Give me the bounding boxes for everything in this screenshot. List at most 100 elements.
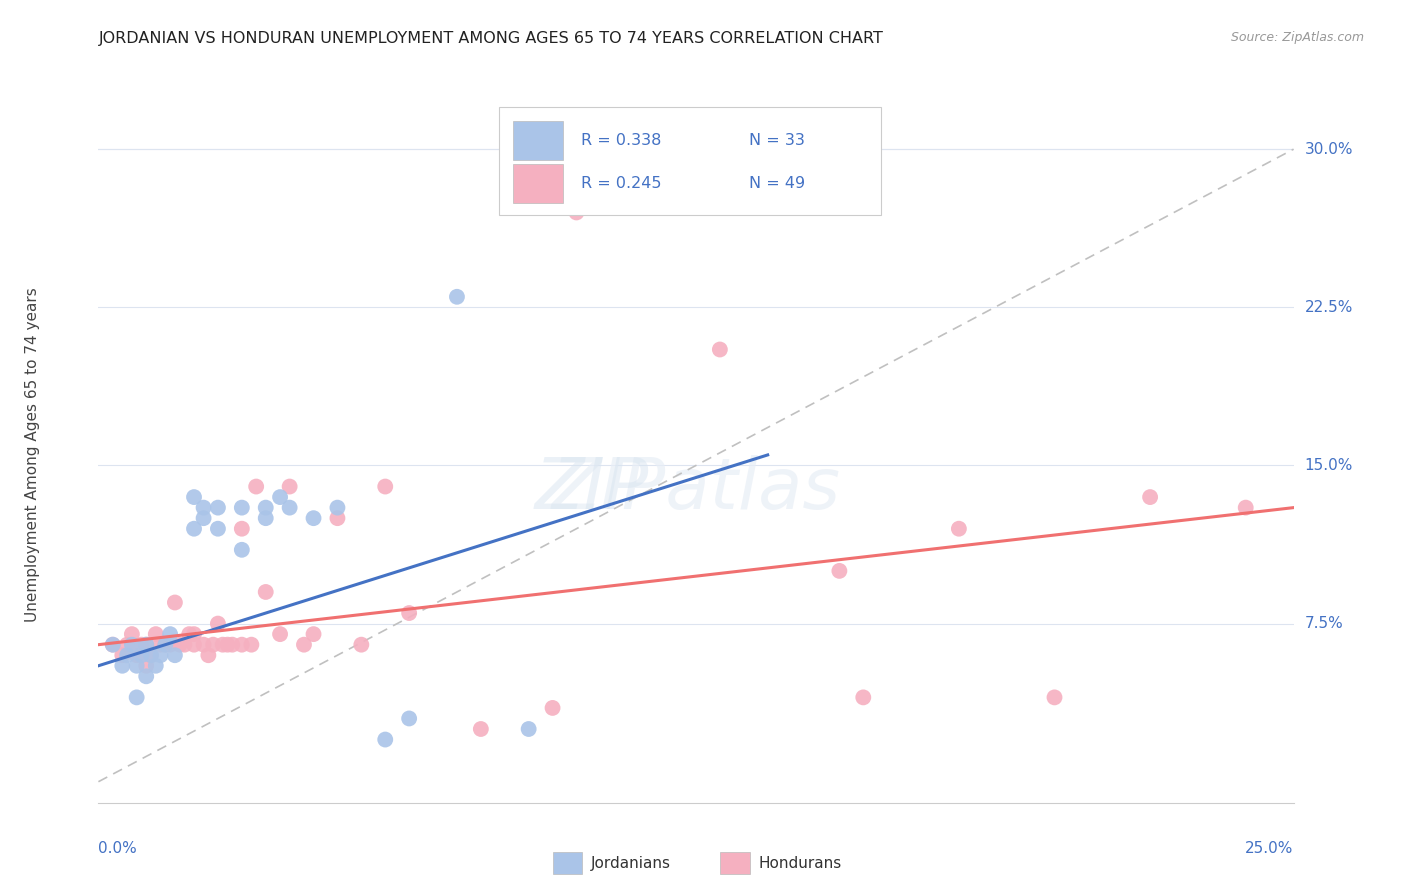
Point xyxy=(231,500,253,515)
Point xyxy=(131,648,153,663)
Point xyxy=(350,638,373,652)
Text: 15.0%: 15.0% xyxy=(1305,458,1353,473)
Point xyxy=(159,627,181,641)
Point xyxy=(149,648,172,663)
FancyBboxPatch shape xyxy=(720,852,749,874)
Text: ZIPatlas: ZIPatlas xyxy=(551,455,841,524)
Text: R = 0.245: R = 0.245 xyxy=(581,176,662,191)
Point xyxy=(139,648,162,663)
Point xyxy=(326,511,349,525)
Point xyxy=(1043,690,1066,705)
Point xyxy=(254,500,277,515)
Point xyxy=(326,500,349,515)
Text: Jordanians: Jordanians xyxy=(591,855,671,871)
Point xyxy=(1139,490,1161,504)
Point xyxy=(292,638,315,652)
Point xyxy=(121,638,143,652)
Point xyxy=(111,648,134,663)
Point xyxy=(565,205,588,219)
Text: Source: ZipAtlas.com: Source: ZipAtlas.com xyxy=(1230,31,1364,45)
Text: JORDANIAN VS HONDURAN UNEMPLOYMENT AMONG AGES 65 TO 74 YEARS CORRELATION CHART: JORDANIAN VS HONDURAN UNEMPLOYMENT AMONG… xyxy=(98,31,883,46)
Point xyxy=(207,616,229,631)
Point xyxy=(115,638,138,652)
FancyBboxPatch shape xyxy=(499,107,882,215)
Point xyxy=(254,511,277,525)
Point xyxy=(302,511,325,525)
Point xyxy=(269,490,291,504)
Point xyxy=(302,627,325,641)
Point xyxy=(135,669,157,683)
Text: ZIP: ZIP xyxy=(534,455,650,524)
Point xyxy=(125,658,148,673)
Point xyxy=(131,638,153,652)
Point xyxy=(828,564,851,578)
Text: Unemployment Among Ages 65 to 74 years: Unemployment Among Ages 65 to 74 years xyxy=(25,287,41,623)
Point xyxy=(183,638,205,652)
Point xyxy=(374,479,396,493)
Point xyxy=(1234,500,1257,515)
Point xyxy=(145,627,167,641)
Point xyxy=(374,732,396,747)
Text: 22.5%: 22.5% xyxy=(1305,300,1353,315)
Point xyxy=(446,290,468,304)
Point xyxy=(269,627,291,641)
Point xyxy=(254,585,277,599)
Point xyxy=(121,627,143,641)
Point xyxy=(149,638,172,652)
Point xyxy=(202,638,225,652)
Text: 30.0%: 30.0% xyxy=(1305,142,1353,157)
Point xyxy=(111,658,134,673)
Point xyxy=(398,711,420,725)
Point xyxy=(101,638,124,652)
Text: N = 49: N = 49 xyxy=(748,176,804,191)
Point xyxy=(183,490,205,504)
Text: Hondurans: Hondurans xyxy=(758,855,841,871)
Point xyxy=(211,638,233,652)
Point xyxy=(948,522,970,536)
Point xyxy=(517,722,540,736)
Point xyxy=(135,638,157,652)
Point xyxy=(193,511,215,525)
Point xyxy=(135,658,157,673)
Point xyxy=(163,648,186,663)
Point xyxy=(709,343,731,357)
Text: 0.0%: 0.0% xyxy=(98,841,138,856)
Point xyxy=(169,638,191,652)
Text: 25.0%: 25.0% xyxy=(1246,841,1294,856)
Point xyxy=(231,522,253,536)
FancyBboxPatch shape xyxy=(513,164,564,202)
Point xyxy=(173,638,195,652)
Point xyxy=(193,500,215,515)
Point xyxy=(852,690,875,705)
Point xyxy=(278,500,301,515)
FancyBboxPatch shape xyxy=(553,852,582,874)
Point xyxy=(207,500,229,515)
Point xyxy=(101,638,124,652)
Point xyxy=(541,701,564,715)
Point xyxy=(193,638,215,652)
FancyBboxPatch shape xyxy=(513,121,564,160)
Point xyxy=(179,627,201,641)
Point xyxy=(145,658,167,673)
Point xyxy=(470,722,492,736)
Point xyxy=(278,479,301,493)
Point xyxy=(115,648,138,663)
Text: 7.5%: 7.5% xyxy=(1305,616,1343,631)
Point xyxy=(197,648,219,663)
Point xyxy=(231,638,253,652)
Text: R = 0.338: R = 0.338 xyxy=(581,133,662,148)
Point xyxy=(183,522,205,536)
Point xyxy=(139,648,162,663)
Point xyxy=(163,595,186,609)
Point xyxy=(245,479,267,493)
Point xyxy=(125,648,148,663)
Point xyxy=(155,638,177,652)
Point xyxy=(231,542,253,557)
Point xyxy=(183,627,205,641)
Point xyxy=(240,638,263,652)
Point xyxy=(155,638,177,652)
Point xyxy=(207,522,229,536)
Point xyxy=(159,638,181,652)
Point xyxy=(398,606,420,620)
Text: N = 33: N = 33 xyxy=(748,133,804,148)
